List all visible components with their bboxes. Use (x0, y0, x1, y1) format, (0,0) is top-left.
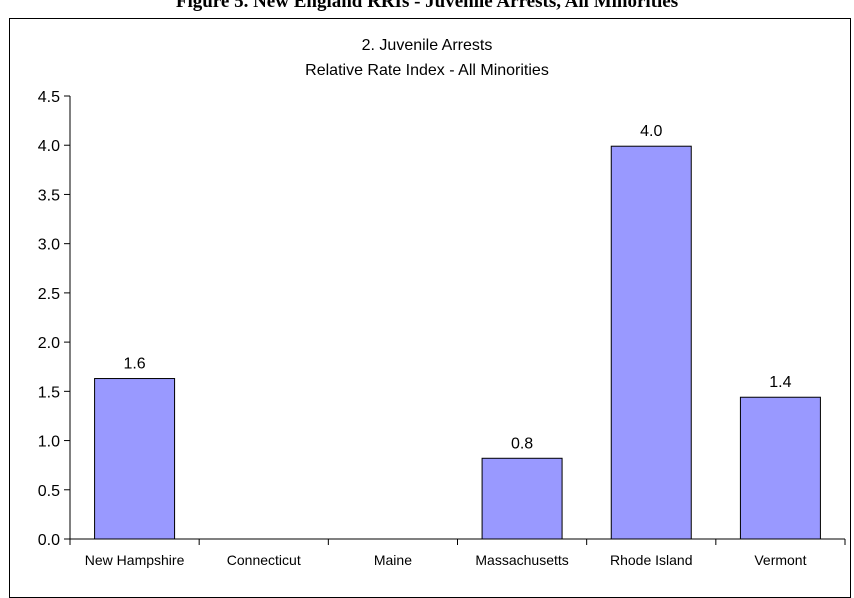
y-tick-label: 0.0 (38, 532, 60, 549)
data-label: 1.4 (769, 374, 791, 391)
data-label: 1.6 (123, 356, 145, 373)
bar (740, 397, 820, 539)
y-tick-label: 4.5 (38, 89, 60, 106)
bar (482, 458, 562, 539)
x-tick-label: Rhode Island (610, 552, 693, 568)
y-tick-label: 0.5 (38, 483, 60, 500)
x-tick-label: Connecticut (227, 552, 301, 568)
chart-title: 2. Juvenile Arrests (362, 37, 493, 54)
x-tick-label: Massachusetts (475, 552, 568, 568)
y-tick-label: 2.5 (38, 286, 60, 303)
data-label: 4.0 (640, 123, 662, 140)
chart-subtitle: Relative Rate Index - All Minorities (305, 62, 549, 79)
y-tick-label: 3.5 (38, 187, 60, 204)
data-label: 0.8 (511, 435, 533, 452)
bar (611, 146, 691, 539)
y-tick-label: 2.0 (38, 335, 60, 352)
x-tick-label: Maine (374, 552, 412, 568)
x-tick-label: Vermont (754, 552, 806, 568)
y-tick-label: 1.5 (38, 384, 60, 401)
x-tick-label: New Hampshire (85, 552, 185, 568)
bar (95, 379, 175, 539)
y-tick-label: 1.0 (38, 434, 60, 451)
y-tick-label: 4.0 (38, 138, 60, 155)
y-tick-label: 3.0 (38, 237, 60, 254)
bars-group (95, 146, 821, 539)
